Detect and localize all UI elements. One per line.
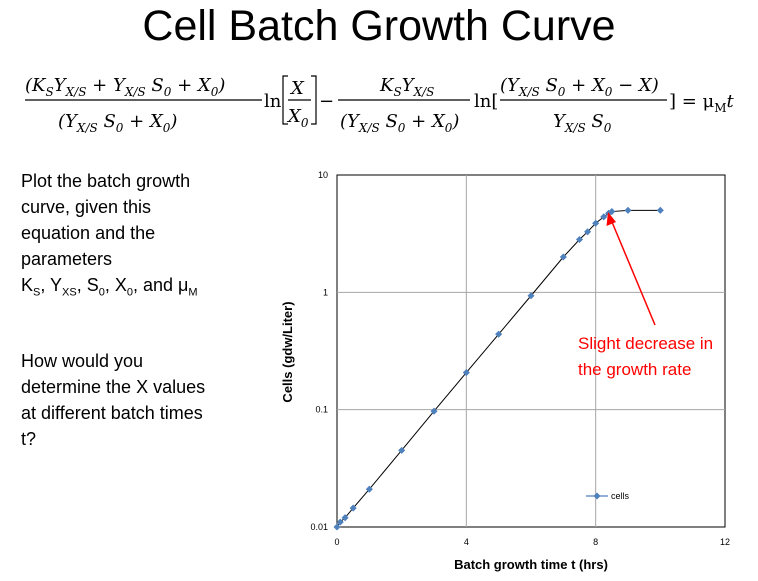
growth-equation: (KSYX/S + YX/S S0 + X0) (YX/S S0 + X0) l… xyxy=(25,75,735,135)
data-point xyxy=(624,206,632,214)
x-tick-label: 4 xyxy=(464,537,469,547)
equation-rhs: ] = μMt xyxy=(669,91,735,115)
legend: cells xyxy=(586,491,630,501)
question2-line: at different batch times xyxy=(21,403,203,423)
axis-tick-labels: 0 4 8 12 0.01 0.1 1 10 xyxy=(310,170,730,547)
data-point xyxy=(605,209,613,217)
x-tick-label: 0 xyxy=(334,537,339,547)
question2-line: How would you xyxy=(21,351,144,371)
equation-term3-numerator: (YX/S S0 + X0 − X) xyxy=(500,75,659,99)
question1-line: Plot the batch growth xyxy=(21,171,191,191)
data-point xyxy=(584,228,592,236)
equation-term1-denominator: (YX/S S0 + X0) xyxy=(58,111,177,135)
question2-line: determine the X values xyxy=(21,377,206,397)
question1-line: parameters xyxy=(21,249,113,269)
y-axis-label: Cells (gdw/Liter) xyxy=(280,301,295,402)
y-tick-label: 0.1 xyxy=(315,405,328,415)
equation-ln-1: ln xyxy=(264,91,282,112)
data-point xyxy=(592,219,600,227)
data-point xyxy=(462,369,470,377)
series-points-cells xyxy=(333,206,664,531)
equation-x0: X0 xyxy=(286,106,309,130)
question1-line: equation and the xyxy=(21,223,156,243)
x-axis-label: Batch growth time t (hrs) xyxy=(454,557,608,572)
data-point xyxy=(656,206,664,214)
legend-label-cells: cells xyxy=(611,491,630,501)
data-point xyxy=(336,518,344,526)
equation-ln-bracket: ln[ xyxy=(474,91,498,112)
x-tick-label: 8 xyxy=(593,537,598,547)
page-title: Cell Batch Growth Curve xyxy=(142,2,616,50)
data-point xyxy=(398,446,406,454)
equation-term2-numerator: KSYX/S xyxy=(379,75,434,99)
equation-term1-numerator: (KSYX/S + YX/S S0 + X0) xyxy=(25,75,225,99)
series-line-cells xyxy=(336,209,661,528)
data-point xyxy=(495,330,503,338)
data-point xyxy=(430,407,438,415)
equation-x: X xyxy=(289,78,305,99)
data-point xyxy=(365,485,373,493)
annotation-line-1: Slight decrease in xyxy=(578,334,713,353)
data-point xyxy=(349,504,357,512)
y-tick-label: 0.01 xyxy=(310,522,328,532)
equation-term2-denominator: (YX/S S0 + X0) xyxy=(340,111,459,135)
y-tick-label: 10 xyxy=(318,170,328,180)
question1-line: curve, given this xyxy=(21,197,152,217)
grid-lines xyxy=(337,175,725,527)
growth-rate-annotation: Slight decrease in the growth rate xyxy=(578,212,713,379)
data-point xyxy=(608,208,616,216)
equation-term3-denominator: YX/S S0 xyxy=(553,111,612,135)
question-determine-x: How would you determine the X values at … xyxy=(21,348,246,452)
x-tick-label: 12 xyxy=(720,537,730,547)
data-point xyxy=(333,523,341,531)
question1-parameters: KS, YXS, S0, X0, and μM xyxy=(21,275,198,299)
data-point xyxy=(341,514,349,522)
y-tick-label: 1 xyxy=(323,287,328,297)
data-point xyxy=(575,235,584,244)
data-point xyxy=(527,292,535,300)
data-point xyxy=(600,213,608,221)
equation-minus: − xyxy=(319,91,334,112)
data-point xyxy=(559,253,567,261)
question2-line: t? xyxy=(21,429,37,449)
plot-area xyxy=(336,174,726,528)
question-plot-curve: Plot the batch growth curve, given this … xyxy=(21,168,241,306)
annotation-line-2: the growth rate xyxy=(578,360,691,379)
